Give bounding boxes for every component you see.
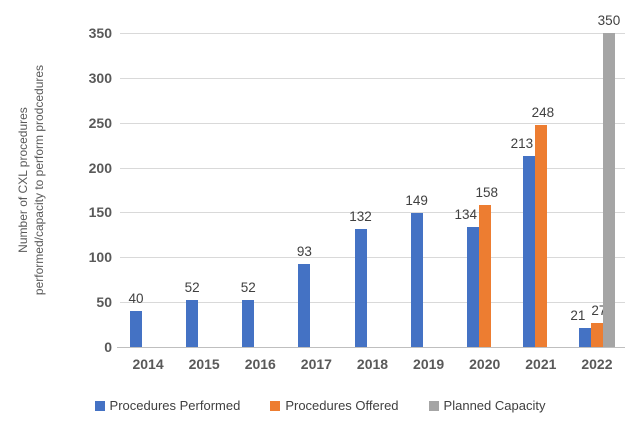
y-tick-label: 100 bbox=[88, 249, 112, 265]
bar-procedures-offered-2020 bbox=[478, 205, 491, 347]
legend-swatch-icon bbox=[270, 400, 281, 411]
x-tick-label: 2019 bbox=[413, 356, 445, 372]
y-tick-label: 0 bbox=[104, 339, 112, 355]
gridline-100 bbox=[120, 257, 625, 258]
data-label: 21 bbox=[570, 308, 586, 324]
data-label: 93 bbox=[296, 243, 312, 259]
legend: Procedures Performed Procedures Offered Pl… bbox=[0, 398, 640, 413]
y-tick-label: 50 bbox=[96, 294, 112, 310]
x-axis-line bbox=[117, 347, 625, 348]
data-label: 52 bbox=[240, 280, 256, 296]
x-tick-label: 2016 bbox=[244, 356, 276, 372]
legend-item-procedures-performed: Procedures Performed bbox=[94, 398, 241, 413]
x-tick-label: 2021 bbox=[525, 356, 557, 372]
legend-item-planned-capacity: Planned Capacity bbox=[428, 398, 546, 413]
data-label: 158 bbox=[475, 185, 498, 201]
legend-label: Procedures Performed bbox=[109, 398, 241, 413]
gridline-350 bbox=[120, 33, 625, 34]
data-label: 350 bbox=[597, 13, 621, 28]
x-tick-label: 2018 bbox=[356, 356, 389, 372]
x-tick-label: 2020 bbox=[469, 356, 501, 372]
data-label: 213 bbox=[510, 135, 534, 151]
legend-item-procedures-offered: Procedures Offered bbox=[270, 398, 399, 413]
x-tick-label: 2015 bbox=[188, 356, 220, 372]
y-tick-label: 250 bbox=[88, 115, 112, 131]
data-label: 52 bbox=[184, 280, 200, 296]
data-label: 134 bbox=[454, 206, 477, 222]
bar-procedures-offered-2021 bbox=[534, 124, 547, 347]
y-tick-label: 300 bbox=[88, 70, 112, 86]
x-tick-label: 2014 bbox=[132, 356, 164, 372]
gridline-150 bbox=[120, 212, 625, 213]
bar-planned-capacity-2022 bbox=[602, 33, 615, 347]
bar-procedures-performed-2017 bbox=[298, 263, 311, 347]
legend-label: Planned Capacity bbox=[443, 398, 546, 413]
bar-procedures-performed-2020 bbox=[466, 226, 479, 347]
bar-procedures-performed-2015 bbox=[186, 300, 199, 347]
data-label: 149 bbox=[405, 193, 428, 209]
legend-swatch-icon bbox=[94, 400, 105, 411]
bar-procedures-performed-2019 bbox=[410, 213, 423, 347]
legend-label: Procedures Offered bbox=[285, 398, 399, 413]
legend-swatch-icon bbox=[428, 400, 439, 411]
bar-procedures-performed-2014 bbox=[130, 311, 143, 347]
data-label: 27 bbox=[591, 302, 607, 318]
bar-procedures-performed-2021 bbox=[522, 155, 535, 347]
y-axis-title-line1: Number of CXL procedures bbox=[16, 107, 30, 253]
y-tick-label: 200 bbox=[88, 160, 112, 176]
gridline-250 bbox=[120, 123, 625, 124]
x-tick-label: 2017 bbox=[300, 356, 332, 372]
data-label: 248 bbox=[531, 104, 555, 120]
y-axis-title: Number of CXL procedures performed/capac… bbox=[15, 0, 49, 360]
y-tick-label: 350 bbox=[88, 25, 112, 41]
data-label: 132 bbox=[349, 208, 372, 224]
bar-procedures-performed-2016 bbox=[242, 300, 255, 347]
bar-procedures-performed-2022 bbox=[578, 328, 591, 347]
y-axis-title-line2: performed/capacity to perform prodcedure… bbox=[32, 64, 46, 296]
bar-procedures-offered-2022 bbox=[590, 322, 603, 347]
bar-procedures-performed-2018 bbox=[354, 228, 367, 347]
gridline-300 bbox=[120, 78, 625, 79]
data-label: 40 bbox=[128, 291, 144, 307]
x-tick-label: 2022 bbox=[581, 356, 613, 372]
gridline-200 bbox=[120, 168, 625, 169]
gridline-50 bbox=[120, 302, 625, 303]
y-tick-label: 150 bbox=[88, 204, 112, 220]
